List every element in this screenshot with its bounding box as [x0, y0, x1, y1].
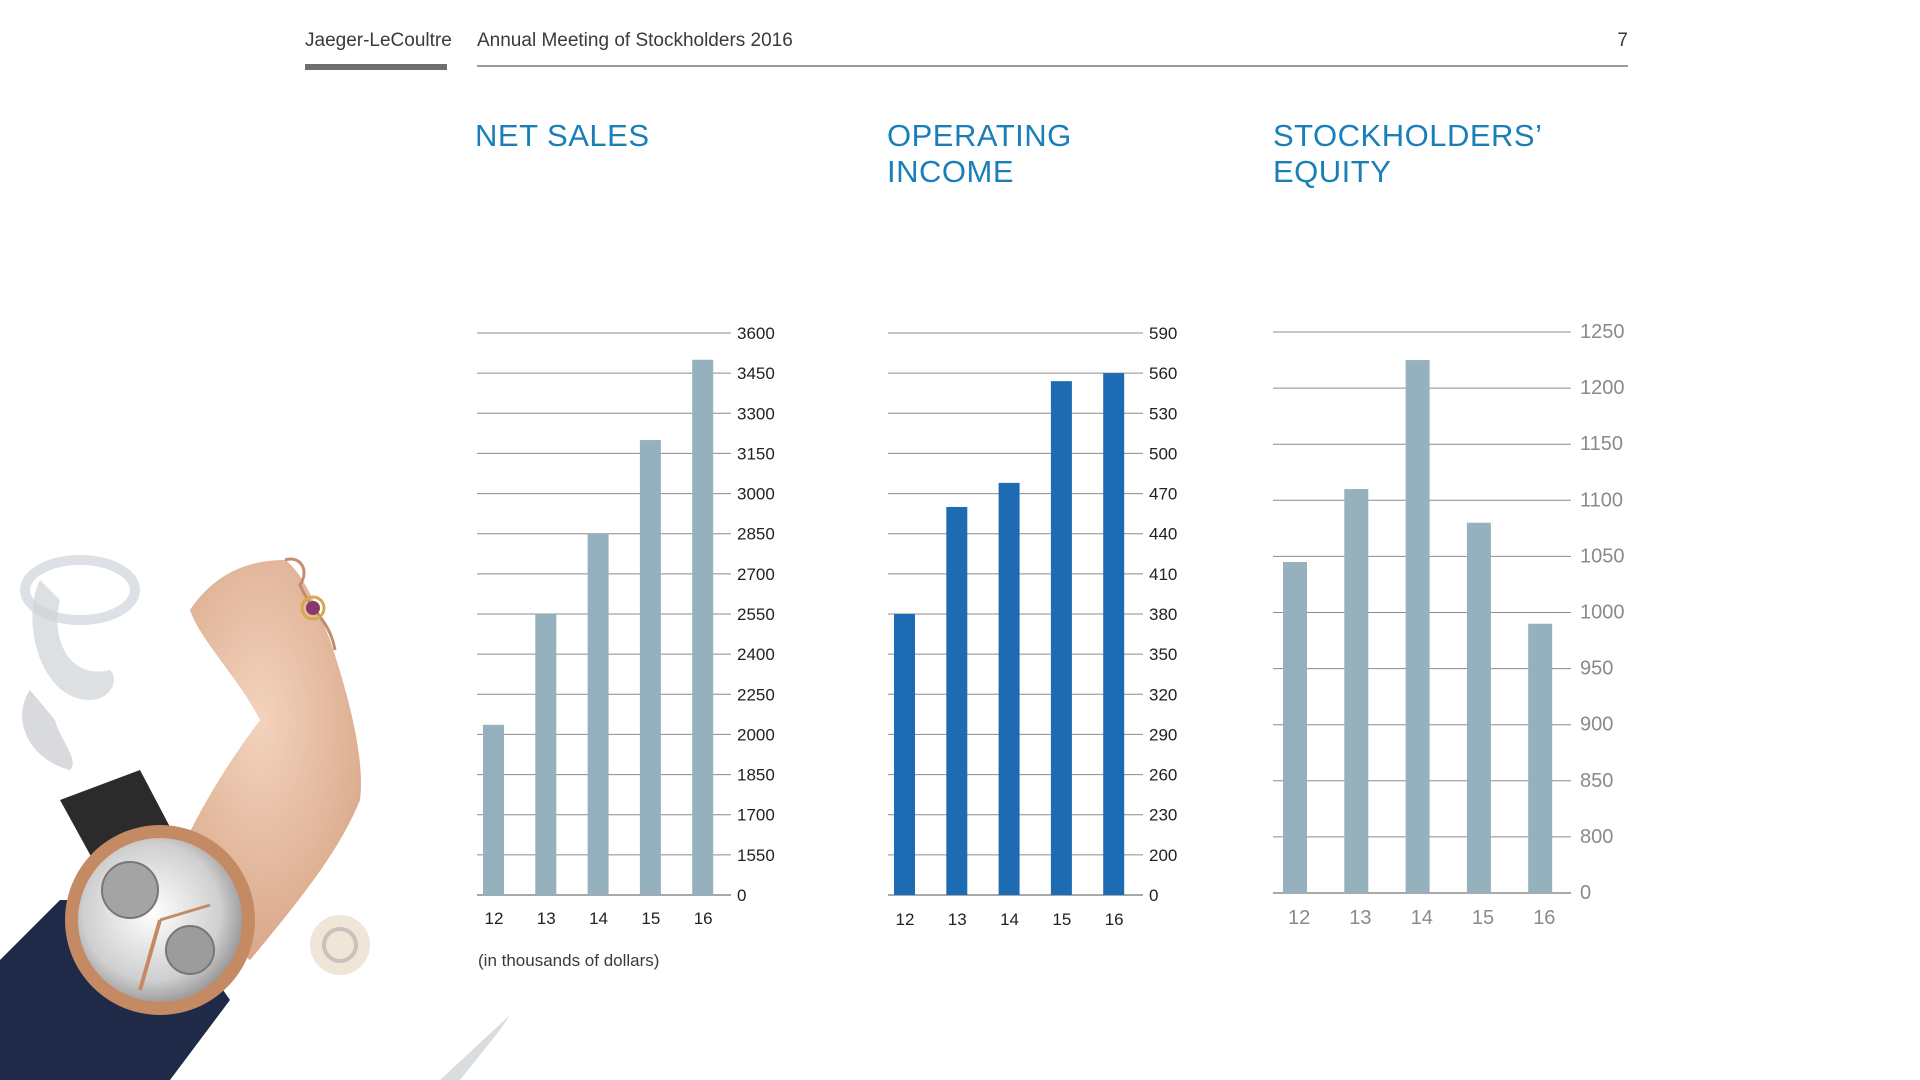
y-tick-label: 290 — [1149, 725, 1177, 744]
y-tick-label: 230 — [1149, 806, 1177, 825]
bar — [1344, 489, 1369, 893]
x-category-label: 15 — [1472, 907, 1494, 929]
brand-underline — [305, 64, 447, 70]
bar — [1050, 381, 1072, 896]
y-tick-label: 1200 — [1580, 377, 1625, 399]
y-tick-label: 3300 — [737, 404, 775, 423]
brand-name: Jaeger-LeCoultre — [305, 30, 452, 51]
y-tick-label: 2850 — [737, 525, 775, 544]
y-tick-label: 1050 — [1580, 545, 1625, 567]
operating-income-title: OPERATING INCOME — [887, 118, 1072, 189]
x-category-label: 16 — [1105, 910, 1124, 929]
bar — [692, 359, 714, 895]
y-tick-label: 380 — [1149, 605, 1177, 624]
bar — [894, 614, 915, 895]
x-category-label: 12 — [1288, 907, 1310, 929]
y-tick-label: 0 — [1580, 882, 1591, 904]
bar — [1405, 360, 1430, 893]
y-tick-label: 2400 — [737, 645, 775, 664]
x-category-label: 16 — [1533, 907, 1555, 929]
x-category-label: 15 — [641, 909, 660, 928]
x-category-label: 14 — [589, 909, 608, 928]
x-category-label: 13 — [948, 910, 967, 929]
bar — [946, 506, 968, 895]
units-footnote: (in thousands of dollars) — [478, 951, 660, 970]
y-tick-label: 2000 — [737, 725, 775, 744]
x-category-label: 15 — [1052, 910, 1071, 929]
ring-shape — [32, 580, 114, 700]
y-tick-label: 200 — [1149, 846, 1177, 865]
y-tick-label: 900 — [1580, 714, 1613, 736]
x-category-label: 13 — [1349, 907, 1371, 929]
y-tick-label: 3000 — [737, 485, 775, 504]
watch-photo — [0, 555, 510, 1080]
x-category-label: 14 — [1411, 907, 1433, 929]
stockholders-equity-title: STOCKHOLDERS’ EQUITY — [1273, 118, 1543, 189]
y-tick-label: 470 — [1149, 485, 1177, 504]
y-tick-label: 590 — [1149, 324, 1177, 343]
ring-box — [310, 915, 370, 975]
y-tick-label: 3150 — [737, 444, 775, 463]
y-tick-label: 1150 — [1580, 433, 1623, 455]
y-tick-label: 2250 — [737, 685, 775, 704]
y-tick-label: 500 — [1149, 444, 1177, 463]
ring-gem — [306, 601, 320, 615]
y-tick-label: 3600 — [737, 324, 775, 343]
header-rule — [477, 65, 1628, 67]
x-category-label: 12 — [896, 910, 915, 929]
bar — [535, 614, 557, 895]
bar — [1103, 373, 1125, 896]
bar — [1528, 623, 1553, 893]
y-tick-label: 260 — [1149, 766, 1177, 785]
document-title: Annual Meeting of Stockholders 2016 — [477, 30, 793, 51]
y-tick-label: 1000 — [1580, 602, 1625, 624]
y-tick-label: 2550 — [737, 605, 775, 624]
y-tick-label: 320 — [1149, 685, 1177, 704]
y-tick-label: 1100 — [1580, 489, 1623, 511]
bar — [1283, 562, 1307, 893]
y-tick-label: 1550 — [737, 846, 775, 865]
bar — [483, 724, 504, 895]
page-number: 7 — [1617, 30, 1628, 51]
y-tick-label: 410 — [1149, 565, 1177, 584]
ring-shape — [22, 690, 73, 770]
y-tick-label: 560 — [1149, 364, 1177, 383]
y-tick-label: 1250 — [1580, 321, 1625, 343]
bar — [1466, 522, 1491, 893]
y-tick-label: 530 — [1149, 404, 1177, 423]
y-tick-label: 2700 — [737, 565, 775, 584]
y-tick-label: 800 — [1580, 826, 1613, 848]
y-tick-label: 1850 — [737, 766, 775, 785]
x-category-label: 14 — [1000, 910, 1019, 929]
y-tick-label: 0 — [1149, 886, 1158, 905]
y-tick-label: 1700 — [737, 806, 775, 825]
bar — [998, 482, 1020, 895]
x-category-label: 12 — [485, 909, 504, 928]
bar — [587, 533, 609, 895]
y-tick-label: 440 — [1149, 525, 1177, 544]
x-category-label: 16 — [694, 909, 713, 928]
y-tick-label: 3450 — [737, 364, 775, 383]
y-tick-label: 350 — [1149, 645, 1177, 664]
y-tick-label: 950 — [1580, 658, 1613, 680]
bar — [639, 440, 661, 895]
x-category-label: 13 — [537, 909, 556, 928]
y-tick-label: 850 — [1580, 770, 1613, 792]
net-sales-title: NET SALES — [475, 118, 650, 153]
y-tick-label: 0 — [737, 886, 746, 905]
